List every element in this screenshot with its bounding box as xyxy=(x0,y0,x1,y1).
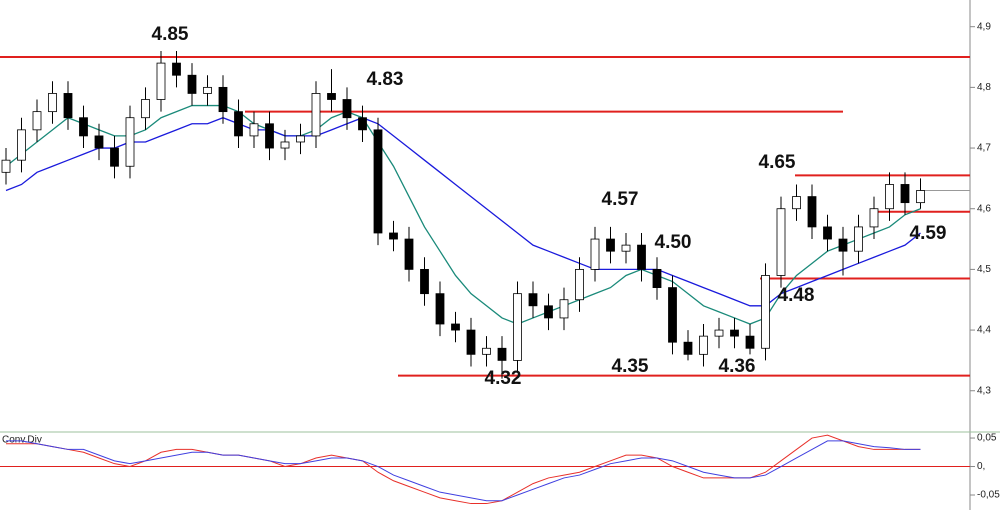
annotation: 4.32 xyxy=(485,368,522,389)
candle-body xyxy=(451,323,460,331)
annotation: 4.35 xyxy=(612,356,649,377)
candle-body xyxy=(63,93,73,119)
y-tick-label: 4,7 xyxy=(977,143,991,154)
annotation: 4.57 xyxy=(602,189,639,210)
candle-body xyxy=(637,244,646,270)
candle-body xyxy=(776,208,786,276)
candle-body xyxy=(683,341,693,355)
candle-body xyxy=(792,196,801,210)
candle-body xyxy=(544,305,553,319)
candle-body xyxy=(358,117,367,131)
y-tick-label: 4,6 xyxy=(977,203,991,214)
annotation: 4.48 xyxy=(778,285,815,306)
annotation: 4.85 xyxy=(152,24,189,45)
annotation: 4.59 xyxy=(910,223,947,244)
candle-body xyxy=(48,93,57,113)
candle-body xyxy=(559,299,569,319)
candle-body xyxy=(652,268,662,288)
candle-body xyxy=(513,293,522,361)
candle-body xyxy=(885,184,894,210)
candle-body xyxy=(575,268,584,301)
annotation: 4.50 xyxy=(655,232,692,253)
candle-body xyxy=(745,335,755,349)
candle-body xyxy=(17,129,26,161)
candle-body xyxy=(125,117,135,167)
candle-body xyxy=(296,135,305,143)
annotation: 4.36 xyxy=(719,356,756,377)
candle-body xyxy=(435,293,445,325)
candle-body xyxy=(187,74,197,94)
candle-body xyxy=(916,190,925,204)
candle-body xyxy=(621,244,631,252)
candle-body xyxy=(823,226,832,240)
candle-body xyxy=(280,141,290,149)
candle-body xyxy=(838,238,848,252)
candle-body xyxy=(110,147,119,167)
candle-body xyxy=(373,129,383,234)
candle-body xyxy=(342,99,352,119)
y-tick-label: 4,8 xyxy=(977,82,991,93)
candle-body xyxy=(482,347,491,355)
candle-body xyxy=(218,86,228,113)
candle-body xyxy=(714,329,724,337)
y-tick-label: 4,5 xyxy=(977,264,991,275)
y-tick-label: 0, xyxy=(977,461,985,472)
candle-body xyxy=(79,117,88,137)
panel-title: Conv.Div xyxy=(2,435,42,446)
candle-body xyxy=(528,293,538,307)
candle-body xyxy=(854,226,863,252)
candle-body xyxy=(590,238,600,270)
candle-body xyxy=(900,184,910,204)
y-tick-label: 0,05 xyxy=(977,433,997,444)
candle-body xyxy=(311,93,321,137)
y-tick-label: 4,4 xyxy=(977,325,991,336)
candle-body xyxy=(32,111,42,131)
candle-body xyxy=(869,208,879,228)
candle-body xyxy=(234,111,243,137)
line xyxy=(6,434,921,505)
candle-body xyxy=(249,123,259,137)
candle-body xyxy=(172,62,181,76)
candle-body xyxy=(807,196,817,228)
candle-body xyxy=(327,93,336,100)
y-tick-label: 4,9 xyxy=(977,21,991,32)
candle-body xyxy=(156,62,166,100)
y-tick-label: 4,3 xyxy=(977,385,991,396)
candle-body xyxy=(404,238,414,270)
candle-body xyxy=(141,99,150,119)
candle-body xyxy=(761,275,770,349)
annotation: 4.83 xyxy=(367,69,404,90)
candle-body xyxy=(389,232,398,240)
candle-body xyxy=(699,335,708,355)
candle-body xyxy=(466,329,476,355)
candle-body xyxy=(203,86,212,94)
candle-body xyxy=(420,268,429,295)
candle-body xyxy=(497,347,507,361)
line xyxy=(6,440,921,502)
candle-body xyxy=(1,159,11,173)
candle-body xyxy=(265,123,274,149)
candle-body xyxy=(730,329,739,337)
candle-body xyxy=(94,135,104,149)
candle-body xyxy=(668,287,677,343)
candle-body xyxy=(606,238,615,252)
annotation: 4.65 xyxy=(759,152,796,173)
y-tick-label: -0,05 xyxy=(977,490,1000,501)
